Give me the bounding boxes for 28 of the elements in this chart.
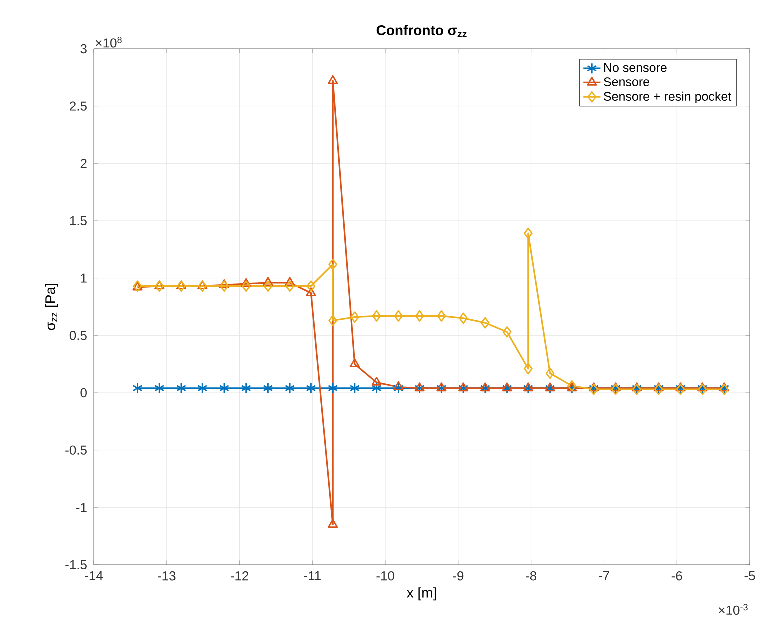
x-tick-label: -7 bbox=[599, 572, 610, 580]
x-tick-label: -11 bbox=[304, 572, 321, 580]
chart-title: Confronto σ$_{zz}$ bbox=[376, 25, 467, 38]
y-tick-label: -1 bbox=[76, 503, 87, 512]
y-tick-label: 1.5 bbox=[70, 216, 87, 226]
legend-label: Sensore bbox=[604, 78, 650, 86]
y-tick-label: -1.5 bbox=[66, 560, 87, 570]
x-tick-label: -5 bbox=[744, 572, 756, 581]
y-tick-label: 3 bbox=[80, 44, 87, 54]
y-axis-title: σ$_{zz}$ [Pa] bbox=[45, 284, 58, 330]
x-tick-label: -13 bbox=[158, 572, 176, 581]
text: ×10$^{-3}$ bbox=[719, 604, 748, 616]
y-tick-label: 2.5 bbox=[70, 102, 87, 111]
x-tick-label: -6 bbox=[672, 572, 682, 581]
y-tick-label: -0.5 bbox=[66, 446, 87, 455]
legend-label: No sensore bbox=[604, 64, 667, 72]
x-tick-label: -8 bbox=[526, 572, 537, 581]
y-tick-label: 1 bbox=[81, 274, 87, 283]
x-tick-label: -12 bbox=[230, 572, 249, 581]
y-tick-label: 0 bbox=[80, 388, 87, 398]
x-axis-title: x [m] bbox=[406, 588, 436, 601]
x-tick-label: -9 bbox=[453, 572, 464, 581]
y-tick-label: 2 bbox=[80, 159, 87, 168]
x-tick-label: -10 bbox=[376, 572, 394, 581]
legend-label: Sensore + resin pocket bbox=[604, 92, 732, 104]
x-tick-label: -14 bbox=[85, 572, 104, 580]
text: ×10$^{8}$ bbox=[96, 36, 122, 48]
y-tick-label: 0.5 bbox=[70, 331, 87, 340]
